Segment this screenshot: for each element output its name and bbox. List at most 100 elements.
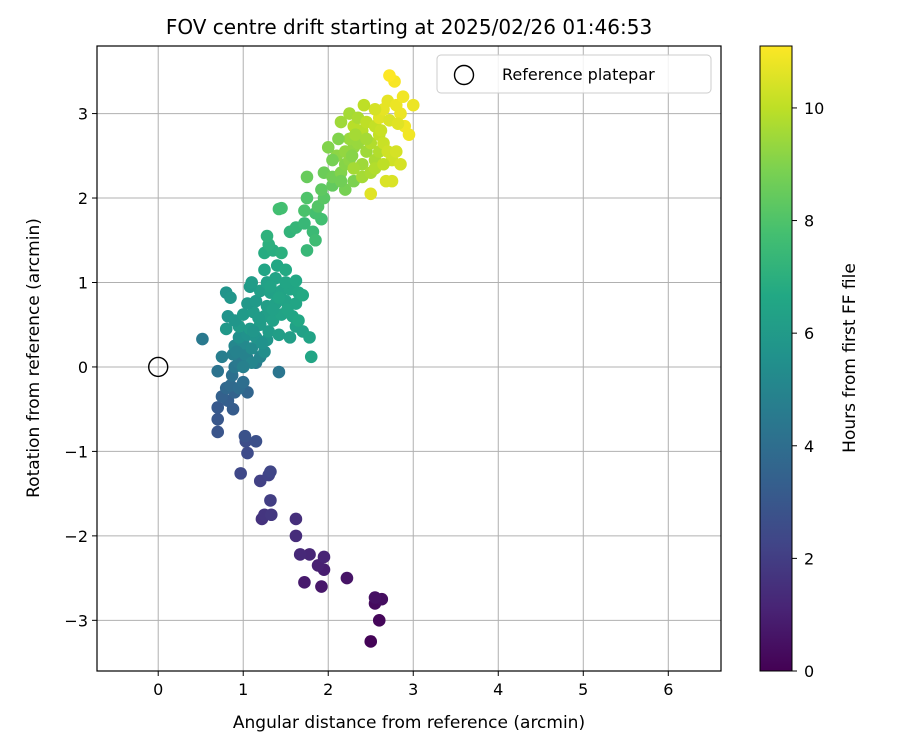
colorbar: 0 2 4 6 8 10 Hours from first FF file [759, 45, 860, 681]
plot-background [97, 46, 721, 671]
colorbar-gradient [759, 45, 793, 672]
x-tick-label: 3 [408, 680, 418, 699]
colorbar-tick-label: 8 [804, 212, 814, 231]
data-point [253, 284, 267, 298]
data-point [360, 132, 373, 146]
legend: Reference platepar [436, 54, 712, 94]
data-point [326, 153, 339, 167]
data-point [272, 365, 286, 379]
data-point [252, 311, 265, 325]
data-point [340, 571, 354, 585]
data-point [283, 331, 297, 344]
data-point [368, 103, 382, 116]
data-point [304, 350, 318, 364]
data-point [289, 529, 303, 543]
y-tick-label: −2 [64, 527, 88, 546]
x-tick-label: 5 [578, 680, 588, 699]
data-point [264, 280, 277, 294]
data-point [238, 429, 252, 443]
data-point [215, 350, 229, 364]
colorbar-ticks: 0 2 4 6 8 10 [792, 99, 824, 681]
data-point [224, 291, 237, 304]
colorbar-tick-label: 2 [804, 549, 814, 568]
data-point [281, 303, 294, 316]
data-point [383, 69, 396, 82]
data-point [266, 303, 280, 316]
data-point [300, 244, 314, 257]
y-axis-label: Rotation from reference (arcmin) [24, 218, 44, 498]
data-point [236, 360, 250, 374]
legend-marker-icon [453, 64, 475, 86]
data-point [334, 115, 348, 129]
data-point [321, 141, 335, 154]
data-point [406, 98, 420, 112]
data-point [374, 124, 388, 137]
data-point [300, 170, 314, 184]
x-tick-label: 1 [238, 680, 248, 699]
data-point [357, 98, 371, 112]
data-point [264, 494, 277, 507]
data-point [317, 550, 331, 564]
data-point [347, 162, 361, 175]
data-point [249, 434, 263, 448]
legend-box [436, 54, 712, 94]
y-tick-label: −3 [64, 611, 88, 630]
data-point [262, 325, 276, 338]
data-point [391, 117, 405, 131]
data-point [289, 274, 303, 288]
data-point [402, 128, 416, 141]
data-point [234, 467, 247, 480]
data-point [255, 336, 269, 350]
data-point [298, 217, 311, 230]
data-point [219, 322, 233, 336]
data-point [377, 157, 390, 171]
data-point [211, 425, 225, 439]
plot-frame [96, 45, 722, 672]
data-point [196, 332, 209, 346]
data-point [275, 246, 288, 260]
data-point [236, 308, 250, 321]
y-tick-label: 1 [78, 273, 88, 292]
data-point [264, 465, 277, 478]
data-point [394, 157, 407, 171]
data-point [332, 132, 345, 146]
x-tick-label: 0 [153, 680, 163, 699]
data-point [293, 548, 307, 561]
x-tick-label: 6 [663, 680, 673, 699]
data-point [292, 314, 305, 327]
x-tick-label: 2 [323, 680, 333, 699]
data-point [303, 331, 316, 344]
x-axis-label: Angular distance from reference (arcmin) [233, 713, 585, 733]
y-tick-label: 3 [78, 105, 88, 124]
data-point [368, 591, 382, 604]
data-point [260, 229, 274, 243]
data-point [258, 263, 271, 277]
data-point [315, 580, 328, 593]
data-point [245, 276, 259, 289]
data-point [298, 576, 311, 589]
data-point [296, 288, 310, 302]
data-point [230, 345, 243, 359]
data-point [394, 107, 407, 120]
data-point [303, 548, 316, 561]
colorbar-tick-label: 0 [804, 662, 814, 681]
chart-title: FOV centre drift starting at 2025/02/26 … [166, 15, 652, 39]
colorbar-label: Hours from first FF file [840, 263, 860, 453]
data-point [364, 635, 378, 648]
data-point [272, 328, 286, 342]
data-point [334, 174, 348, 188]
data-point [272, 291, 286, 304]
data-points [196, 69, 420, 648]
data-point [279, 276, 293, 289]
colorbar-tick-label: 6 [804, 324, 814, 343]
data-point [272, 202, 286, 216]
colorbar-tick-label: 4 [804, 437, 814, 456]
data-point [345, 149, 359, 163]
data-point [309, 233, 322, 247]
data-point [372, 614, 386, 627]
data-point [249, 294, 263, 308]
data-point [349, 128, 362, 141]
data-point [211, 401, 225, 414]
data-point [236, 375, 250, 389]
